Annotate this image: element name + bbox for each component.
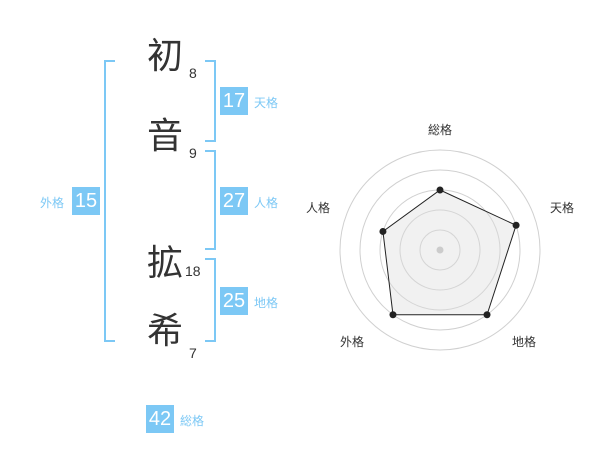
stroke-count-3: 18 — [185, 263, 201, 279]
stroke-count-2: 9 — [189, 145, 197, 161]
axis-label-soukaku: 総格 — [428, 122, 452, 137]
chikaku-bracket — [205, 258, 216, 342]
axis-label-gaikaku: 外格 — [340, 334, 364, 349]
jinkaku-value: 27 — [220, 187, 248, 215]
radar-point — [379, 227, 387, 235]
tenkaku-bracket — [205, 60, 216, 142]
tenkaku-value: 17 — [220, 87, 248, 115]
soukaku-value: 42 — [146, 405, 174, 433]
axis-label-chikaku: 地格 — [512, 334, 536, 349]
radar-ring — [359, 169, 521, 331]
radar-point — [436, 186, 444, 194]
tenkaku-label: 天格 — [254, 96, 279, 110]
chikaku-label: 地格 — [254, 296, 279, 310]
axis-label-tenkaku: 天格 — [550, 200, 574, 215]
radar-point — [483, 311, 491, 319]
stroke-count-4: 7 — [189, 345, 197, 361]
radar-point — [512, 221, 520, 229]
gaikaku-bracket — [104, 60, 115, 342]
name-char-3: 拡 — [146, 243, 183, 284]
name-char-1: 初 — [146, 36, 183, 77]
jinkaku-label: 人格 — [254, 196, 279, 210]
name-char-2: 音 — [146, 116, 183, 157]
soukaku-label: 総格 — [180, 414, 205, 428]
gaikaku-value: 15 — [72, 187, 100, 215]
radar-point — [389, 311, 397, 319]
radar-center — [436, 246, 444, 254]
name-char-4: 希 — [146, 311, 183, 352]
chikaku-value: 25 — [220, 287, 248, 315]
radar-ring — [399, 209, 481, 291]
stroke-count-1: 8 — [189, 65, 197, 81]
jinkaku-bracket — [205, 150, 216, 250]
gaikaku-label: 外格 — [40, 196, 65, 210]
radar-ring — [419, 229, 461, 271]
axis-label-jinkaku: 人格 — [306, 200, 330, 215]
radar-ring — [339, 149, 541, 351]
radar-polygon — [382, 189, 517, 316]
